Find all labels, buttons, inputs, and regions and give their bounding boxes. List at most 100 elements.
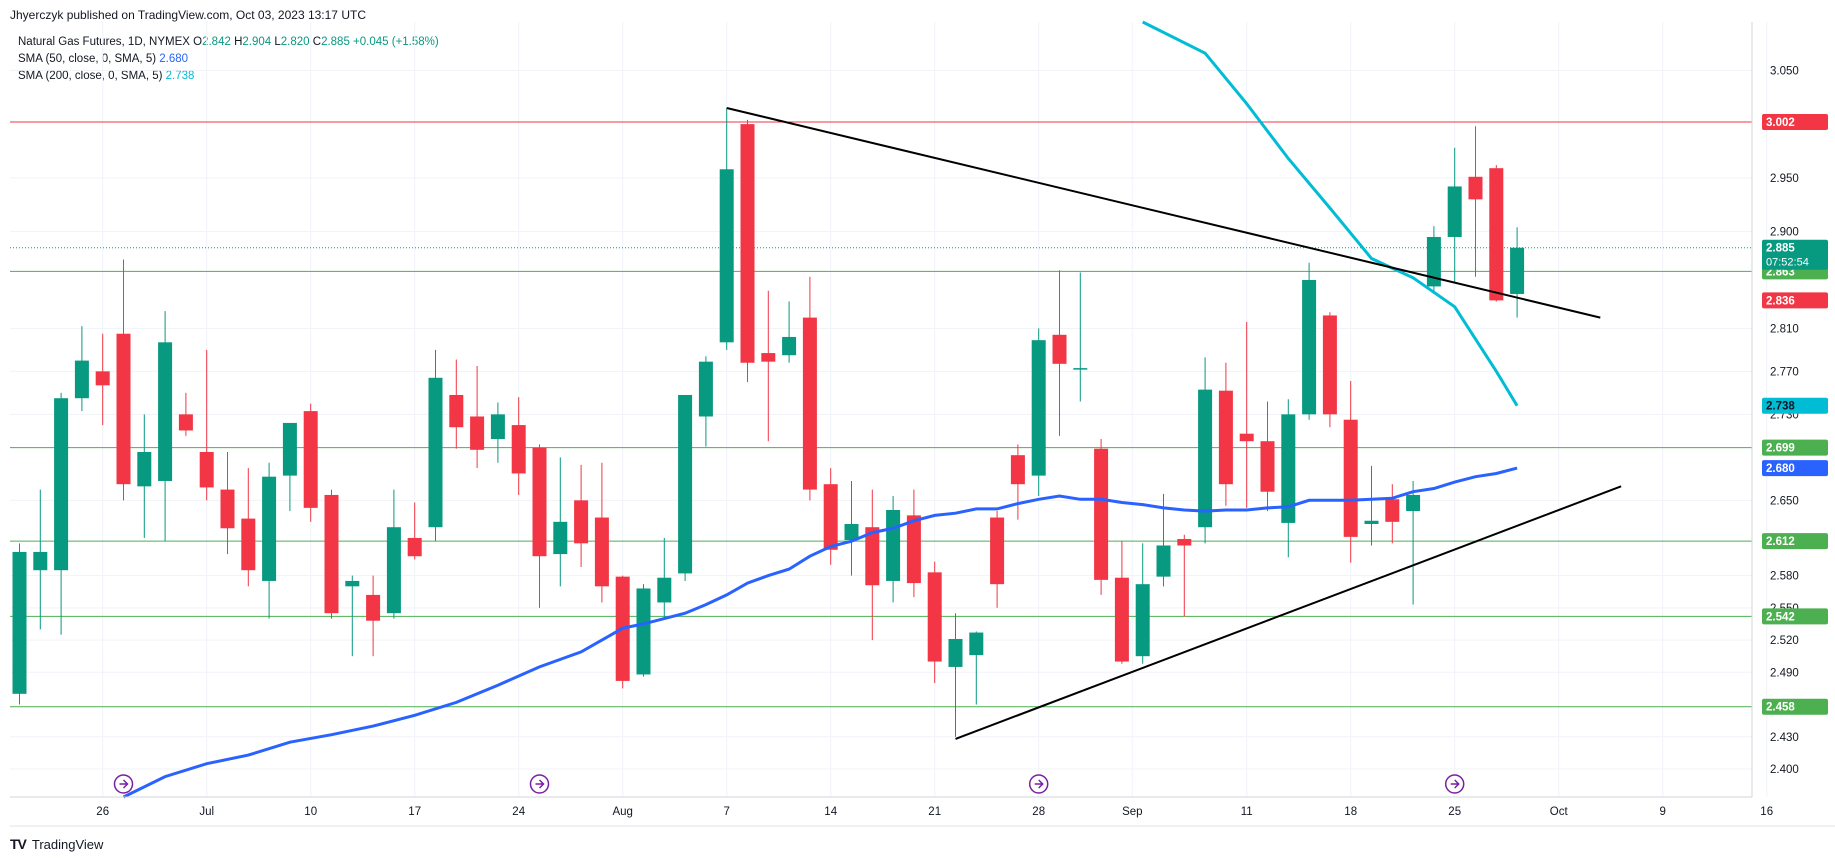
candle-body <box>740 124 755 363</box>
candle-body <box>1447 186 1462 237</box>
y-tick-label: 2.490 <box>1770 667 1799 679</box>
candle <box>1406 480 1421 605</box>
candle-body <box>1385 499 1400 522</box>
candle-body <box>33 551 48 571</box>
legend-open-label: O <box>193 36 203 48</box>
x-tick-label: 14 <box>824 806 837 818</box>
legend-close: 2.885 <box>321 36 350 48</box>
x-tick-label: 26 <box>96 806 109 818</box>
candle-body <box>366 594 381 621</box>
candle <box>33 489 48 630</box>
price-badge: 2.885 07:52:54 <box>1762 239 1828 270</box>
candle-body <box>178 414 193 431</box>
price-badge: 3.002 <box>1762 113 1828 130</box>
candle-body <box>158 342 173 481</box>
candle-body <box>490 414 505 440</box>
footer-brand: TradingView <box>31 836 104 852</box>
x-tick-label: 11 <box>1241 806 1253 818</box>
candle <box>782 301 797 363</box>
price-badge-label: 2.738 <box>1766 401 1795 413</box>
event-marker-icon <box>1444 774 1465 794</box>
price-badges: 3.0022.8632.6992.6122.5422.4582.88507:52… <box>1762 113 1828 715</box>
moving-averages <box>122 20 1519 799</box>
x-tick-label: 17 <box>408 806 421 818</box>
candle <box>511 397 526 495</box>
x-tick-label: Jul <box>199 806 214 818</box>
legend-low: 2.820 <box>280 36 310 48</box>
publisher-line: Jhyerczyk published on TradingView.com, … <box>10 8 366 22</box>
candle-body <box>1260 441 1275 492</box>
candle <box>490 402 505 463</box>
candle <box>1010 444 1025 520</box>
candle-body <box>386 527 401 614</box>
candle-body <box>1510 247 1525 294</box>
trend-line <box>726 107 1601 319</box>
y-tick-label: 2.650 <box>1770 495 1799 507</box>
legend-sma50-row[interactable]: SMA (50, close, 0, SMA, 5) 2.680 <box>18 51 439 68</box>
price-badge: 2.738 <box>1762 397 1828 414</box>
price-badge: 2.612 <box>1762 533 1828 550</box>
legend-sma200-row[interactable]: SMA (200, close, 0, SMA, 5) 2.738 <box>18 68 439 85</box>
legend-symbol-row[interactable]: Natural Gas Futures, 1D, NYMEX O2.842 H2… <box>18 34 439 51</box>
candle-body <box>1426 236 1441 287</box>
candle-body <box>220 489 235 529</box>
candle <box>116 259 131 501</box>
price-badge-label: 2.836 <box>1766 295 1795 307</box>
y-tick-label: 2.430 <box>1770 732 1799 744</box>
publisher-author: Jhyerczyk <box>10 8 64 22</box>
price-badge-label: 2.699 <box>1766 443 1795 455</box>
candle-body <box>927 572 942 662</box>
candle <box>1426 226 1441 294</box>
trend-line <box>955 485 1622 740</box>
candle-body <box>823 484 838 550</box>
chart-legend: Natural Gas Futures, 1D, NYMEX O2.842 H2… <box>18 34 439 85</box>
candle <box>407 502 422 560</box>
candle <box>678 394 693 581</box>
sma200-line <box>1142 20 1519 407</box>
candle-body <box>12 551 27 694</box>
candle-body <box>282 422 297 476</box>
candle-body <box>1177 539 1192 546</box>
candle-body <box>1031 340 1046 476</box>
candle-body <box>116 333 131 485</box>
candle <box>761 290 776 442</box>
legend-change: +0.045 (+1.58%) <box>353 36 439 48</box>
candle-body <box>324 494 339 614</box>
candle-body <box>241 518 256 571</box>
candle-body <box>594 517 609 587</box>
price-badge-label: 2.885 <box>1766 243 1795 255</box>
candle <box>990 511 1005 608</box>
event-marker-arrow <box>119 779 129 789</box>
candle <box>886 496 901 603</box>
y-tick-label: 2.810 <box>1770 323 1799 335</box>
price-badge-bg <box>1762 113 1828 130</box>
legend-sma50-value: 2.680 <box>159 53 189 65</box>
candle-body <box>345 580 360 587</box>
price-badge-bg <box>1762 608 1828 625</box>
candle <box>137 414 152 538</box>
candle-body <box>1489 168 1504 301</box>
candle <box>553 457 568 587</box>
price-badge-bg <box>1762 292 1828 309</box>
candle-body <box>1156 545 1171 577</box>
event-marker-arrow <box>1034 779 1044 789</box>
trend-lines <box>726 107 1622 740</box>
candle-body <box>1364 520 1379 524</box>
candle <box>1218 362 1233 506</box>
candle-body <box>698 361 713 417</box>
price-badge: 2.542 <box>1762 608 1828 625</box>
candle-body <box>719 169 734 343</box>
candle-body <box>802 317 817 490</box>
candle-body <box>262 476 277 581</box>
price-badge-bg <box>1762 460 1828 477</box>
legend-open: 2.842 <box>202 36 231 48</box>
y-tick-label: 2.400 <box>1770 764 1799 776</box>
x-tick-label: 16 <box>1760 806 1773 818</box>
candle <box>1447 147 1462 284</box>
candle <box>1094 439 1109 595</box>
candle <box>1385 484 1400 544</box>
candle <box>1073 272 1088 402</box>
x-tick-label: Aug <box>612 806 632 818</box>
candle <box>1510 227 1525 318</box>
